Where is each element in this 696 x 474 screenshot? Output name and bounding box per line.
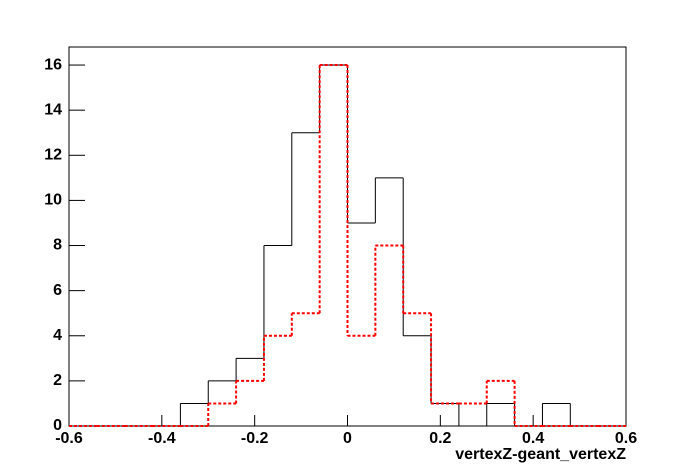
y-tick-label: 0 bbox=[53, 417, 62, 434]
x-tick-label: 0.4 bbox=[522, 430, 544, 447]
y-tick-label: 16 bbox=[44, 56, 62, 73]
x-axis-label: vertexZ-geant_vertexZ bbox=[455, 446, 626, 463]
x-tick-label: 0.6 bbox=[615, 430, 637, 447]
x-tick-label: -0.6 bbox=[55, 430, 83, 447]
x-tick-label: 0.2 bbox=[429, 430, 451, 447]
x-tick-label: -0.2 bbox=[241, 430, 269, 447]
y-tick-label: 6 bbox=[53, 282, 62, 299]
y-tick-label: 2 bbox=[53, 372, 62, 389]
y-tick-label: 4 bbox=[53, 327, 62, 344]
x-tick-label: 0 bbox=[343, 430, 352, 447]
y-tick-label: 12 bbox=[44, 147, 62, 164]
y-tick-label: 14 bbox=[44, 101, 62, 118]
x-tick-label: -0.4 bbox=[148, 430, 176, 447]
y-tick-label: 8 bbox=[53, 237, 62, 254]
y-tick-label: 10 bbox=[44, 192, 62, 209]
